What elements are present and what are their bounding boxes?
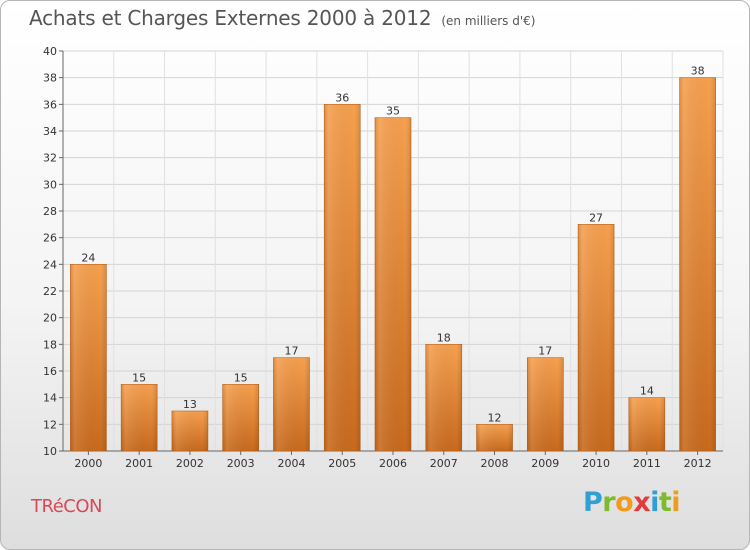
y-tick-label: 10: [43, 445, 57, 458]
bar-shading: [578, 224, 615, 451]
chart-title: Achats et Charges Externes 2000 à 2012: [29, 6, 432, 30]
x-tick-label: 2007: [430, 457, 458, 470]
bar-shading: [222, 384, 259, 451]
value-label: 13: [183, 398, 197, 411]
x-tick-label: 2005: [328, 457, 356, 470]
bar-shading: [375, 117, 411, 452]
x-tick-label: 2002: [176, 457, 204, 470]
bar-shading: [171, 411, 208, 451]
value-label: 15: [132, 371, 146, 384]
y-tick-label: 26: [43, 232, 57, 245]
bar-shading: [679, 77, 716, 452]
bar-shading: [121, 384, 158, 451]
value-label: 12: [488, 411, 502, 424]
x-tick-label: 2010: [582, 457, 610, 470]
y-tick-label: 28: [43, 205, 57, 218]
brand-letter: P: [583, 487, 603, 518]
y-tick-label: 14: [43, 392, 57, 405]
brand-letter: i: [650, 487, 659, 518]
brand-logo: Proxiti: [583, 487, 681, 518]
x-tick-label: 2011: [633, 457, 661, 470]
value-label: 24: [81, 251, 95, 264]
y-tick-label: 38: [43, 72, 57, 85]
chart-unit: (en milliers d'€): [441, 14, 536, 28]
x-tick-label: 2012: [684, 457, 712, 470]
y-tick-label: 12: [43, 418, 57, 431]
value-label: 17: [284, 345, 298, 358]
bars: [70, 77, 716, 452]
brand-letter: o: [615, 487, 634, 518]
bar-shading: [273, 357, 310, 451]
bar-shading: [425, 344, 462, 451]
bar-shading: [628, 397, 665, 451]
value-label: 14: [640, 385, 654, 398]
title-block: Achats et Charges Externes 2000 à 2012 (e…: [29, 6, 535, 30]
bar-shading: [324, 104, 361, 451]
labels: 10 12 14 16 18 20 22 24 26 28 30 32 34 36 38 40 24 2000 15…: [43, 45, 712, 470]
y-tick-label: 34: [43, 125, 57, 138]
y-tick-label: 16: [43, 365, 57, 378]
y-tick-label: 36: [43, 98, 57, 111]
value-label: 35: [386, 105, 400, 118]
brand-letter: i: [671, 487, 681, 518]
x-tick-label: 2003: [227, 457, 255, 470]
y-tick-label: 22: [43, 285, 57, 298]
value-label: 27: [589, 211, 603, 224]
y-tick-label: 30: [43, 178, 57, 191]
brand-letter: r: [602, 487, 616, 518]
bar-shading: [476, 424, 513, 451]
value-label: 15: [234, 371, 248, 384]
x-tick-label: 2004: [277, 457, 305, 470]
x-tick-label: 2009: [531, 457, 559, 470]
value-label: 36: [335, 91, 349, 104]
bar-shading: [70, 264, 107, 451]
value-label: 38: [691, 65, 705, 78]
y-tick-label: 20: [43, 312, 57, 325]
commune-name: TRéCON: [31, 496, 102, 517]
brand-letter: x: [633, 487, 651, 518]
y-tick-label: 18: [43, 338, 57, 351]
value-label: 18: [437, 331, 451, 344]
x-tick-label: 2001: [125, 457, 153, 470]
y-tick-label: 40: [43, 45, 57, 58]
x-tick-label: 2008: [481, 457, 509, 470]
y-tick-label: 24: [43, 258, 57, 271]
bar-shading: [527, 357, 564, 451]
brand-letter: t: [658, 487, 672, 518]
value-label: 17: [538, 345, 552, 358]
y-tick-label: 32: [43, 152, 57, 165]
x-tick-label: 2006: [379, 457, 407, 470]
x-tick-label: 2000: [74, 457, 102, 470]
